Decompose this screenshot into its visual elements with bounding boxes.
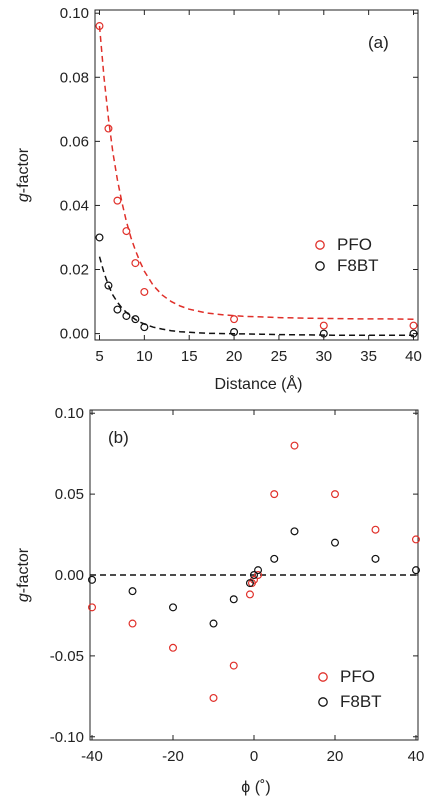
x-tick-label: 0 <box>250 748 258 765</box>
y-tick-label: 0.04 <box>60 197 89 214</box>
chart-panel-a: 5 10 15 20 25 30 35 40 0.00 0.02 0.04 0.06 0.08 0.10 D… <box>15 5 422 393</box>
x-tick-label: 40 <box>408 748 425 765</box>
legend-label-f8bt: F8BT <box>337 256 379 275</box>
x-tick-label: 20 <box>226 348 243 365</box>
legend-label-f8bt: F8BT <box>340 692 382 711</box>
data-point-f8bt <box>409 329 418 338</box>
data-point-f8bt <box>122 311 131 320</box>
x-tick-label: 5 <box>95 348 103 365</box>
legend-marker-pfo <box>315 240 325 250</box>
data-point-pfo <box>104 124 113 133</box>
data-point-pfo <box>330 490 339 499</box>
y-axis-title: g-factor <box>15 147 32 202</box>
data-point-f8bt <box>209 619 218 628</box>
data-point-f8bt <box>250 570 259 579</box>
legend-marker-f8bt <box>315 261 325 271</box>
legend-label-pfo: PFO <box>337 235 372 254</box>
y-tick-label: 0.10 <box>60 5 89 22</box>
data-point-f8bt <box>128 587 137 596</box>
data-point-f8bt <box>270 554 279 563</box>
legend-label-pfo: PFO <box>340 667 375 686</box>
y-tick-label: 0.10 <box>55 405 84 422</box>
fit-curve-f8bt <box>98 256 414 336</box>
data-point-pfo <box>245 590 254 599</box>
legend-marker-pfo <box>318 672 328 682</box>
y-tick-label: -0.10 <box>50 729 84 746</box>
data-point-pfo <box>229 661 238 670</box>
x-tick-label: 15 <box>181 348 198 365</box>
y-tick-label: 0.08 <box>60 69 89 86</box>
y-tick-label: -0.05 <box>50 648 84 665</box>
data-point-pfo <box>230 315 239 324</box>
y-tick-label: 0.06 <box>60 133 89 150</box>
data-point-f8bt <box>230 327 239 336</box>
data-point-pfo <box>411 535 420 544</box>
data-point-f8bt <box>140 323 149 332</box>
data-point-f8bt <box>88 575 97 584</box>
data-point-f8bt <box>319 329 328 338</box>
data-point-pfo <box>113 196 122 205</box>
data-point-pfo <box>270 490 279 499</box>
data-point-f8bt <box>371 554 380 563</box>
data-point-pfo <box>209 693 218 702</box>
x-tick-label: 20 <box>327 748 344 765</box>
data-point-pfo <box>319 321 328 330</box>
x-tick-label: -40 <box>81 748 103 765</box>
data-point-f8bt <box>95 233 104 242</box>
x-axis-title: ϕ (˚) <box>241 779 270 796</box>
data-point-pfo <box>140 287 149 296</box>
panel-label: (a) <box>368 33 389 52</box>
data-point-pfo <box>254 570 263 579</box>
data-point-f8bt <box>411 566 420 575</box>
y-tick-label: 0.00 <box>55 567 84 584</box>
panel-label: (b) <box>108 428 129 447</box>
data-point-f8bt <box>131 315 140 324</box>
data-point-pfo <box>128 619 137 628</box>
fit-curve-pfo <box>98 25 414 320</box>
x-tick-label: 25 <box>271 348 288 365</box>
data-point-f8bt <box>169 603 178 612</box>
data-point-f8bt <box>330 538 339 547</box>
legend-marker-f8bt <box>318 697 328 707</box>
x-tick-label: 40 <box>405 348 422 365</box>
x-tick-label: 35 <box>360 348 377 365</box>
data-point-pfo <box>122 227 131 236</box>
y-tick-label: 0.02 <box>60 262 89 279</box>
x-tick-label: -20 <box>162 748 184 765</box>
data-point-pfo <box>169 643 178 652</box>
y-tick-label: 0.05 <box>55 486 84 503</box>
data-point-pfo <box>371 525 380 534</box>
data-point-f8bt <box>245 579 254 588</box>
y-tick-label: 0.00 <box>60 326 89 343</box>
data-point-f8bt <box>104 281 113 290</box>
data-point-pfo <box>409 321 418 330</box>
plot-frame <box>94 9 419 341</box>
data-point-f8bt <box>290 527 299 536</box>
x-tick-label: 30 <box>315 348 332 365</box>
chart-panel-b: -40 -20 0 20 40 -0.10 -0.05 0.00 0.05 0.10 ϕ (˚) g-… <box>15 405 424 796</box>
data-point-f8bt <box>229 595 238 604</box>
data-point-pfo <box>290 441 299 450</box>
data-point-f8bt <box>113 305 122 314</box>
data-point-pfo <box>88 603 97 612</box>
data-point-f8bt <box>254 566 263 575</box>
x-tick-label: 10 <box>136 348 153 365</box>
data-point-pfo <box>131 259 140 268</box>
y-axis-title: g-factor <box>15 547 32 602</box>
x-axis-title: Distance (Å) <box>214 374 302 393</box>
data-point-pfo <box>95 22 104 31</box>
